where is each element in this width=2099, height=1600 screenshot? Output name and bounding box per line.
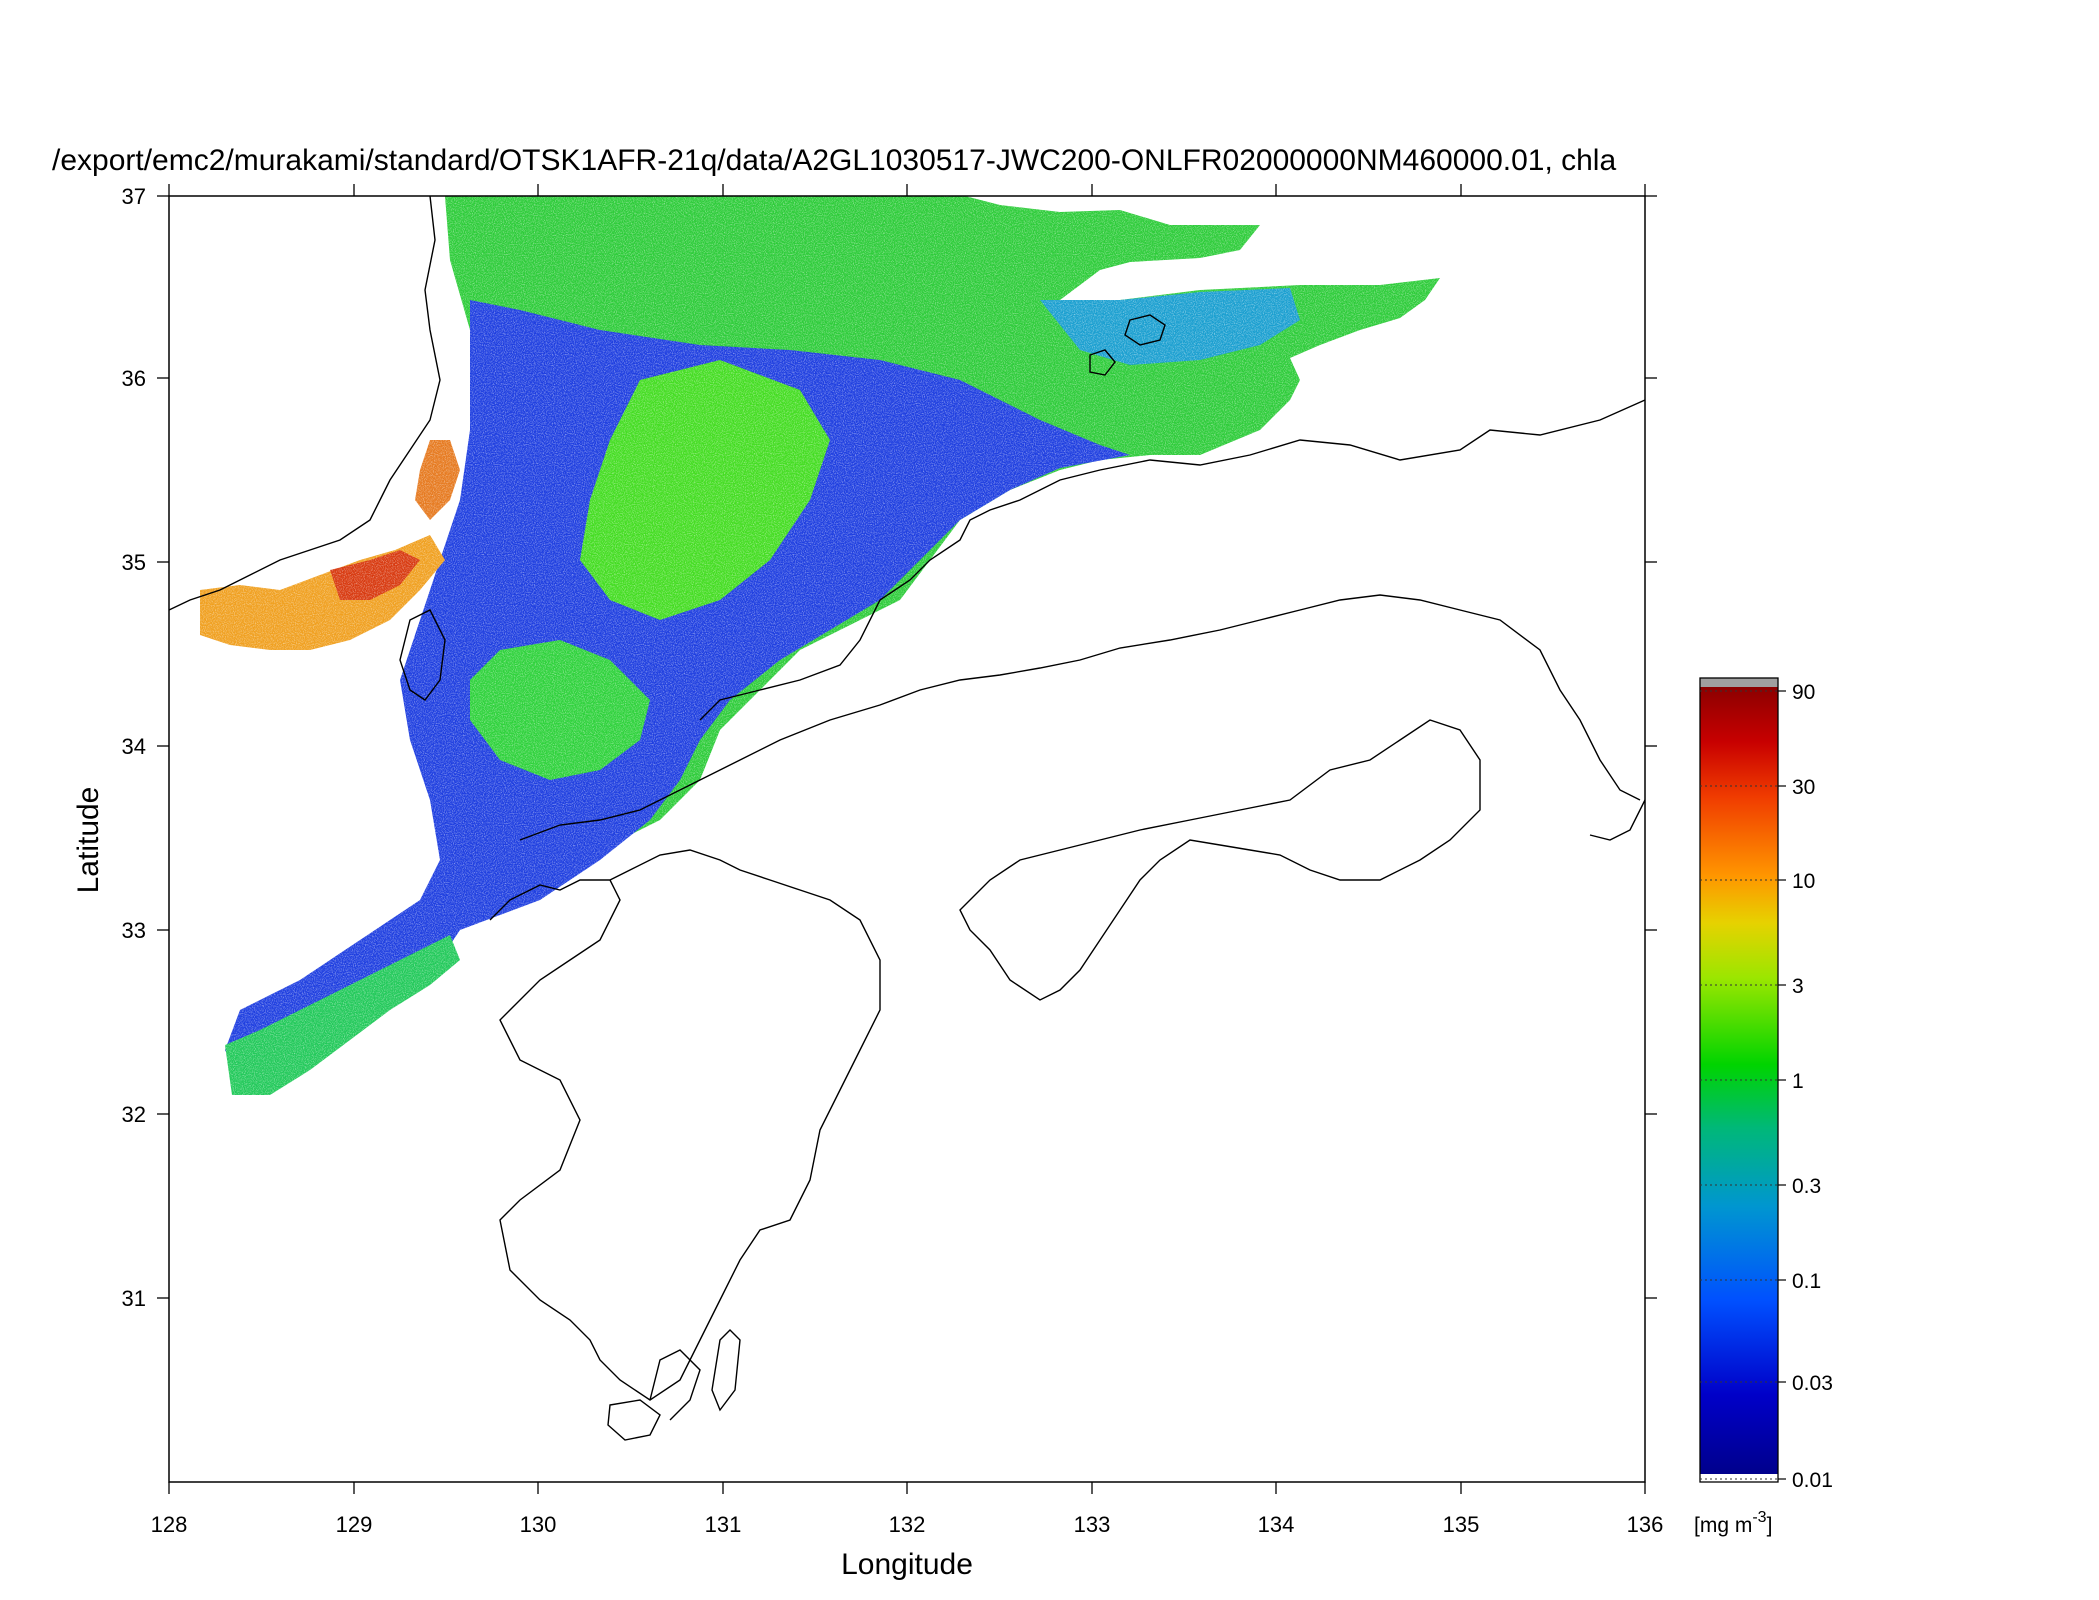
x-tick-label: 128 xyxy=(151,1512,188,1537)
y-tick-label: 32 xyxy=(122,1102,146,1127)
y-tick-label: 35 xyxy=(122,550,146,575)
y-tick-label: 31 xyxy=(122,1286,146,1311)
x-tick-label: 131 xyxy=(705,1512,742,1537)
x-tick-label: 130 xyxy=(520,1512,557,1537)
x-tick-label: 134 xyxy=(1258,1512,1295,1537)
x-axis xyxy=(168,184,1646,1494)
colorbar-tick-label: 90 xyxy=(1792,681,1815,704)
coast-kii xyxy=(1589,799,1645,841)
colorbar-unit-label: [mg m-3] xyxy=(1694,1509,1772,1537)
colorbar-tick-label: 0.3 xyxy=(1792,1175,1821,1198)
colorbar-unit-suffix: ] xyxy=(1767,1514,1773,1537)
coast-korea xyxy=(169,196,441,611)
y-tick-label: 33 xyxy=(122,918,146,943)
colorbar-unit-prefix: [mg m xyxy=(1694,1514,1752,1537)
colorbar-tick-labels: 0.01 0.03 0.1 0.3 1 3 10 30 90 xyxy=(1792,681,1833,1492)
chlorophyll-field xyxy=(169,196,1645,1482)
coast-tanegashima xyxy=(711,1329,741,1412)
colorbar-tick-label: 30 xyxy=(1792,776,1815,799)
coastlines xyxy=(169,196,1645,1441)
y-tick-label: 34 xyxy=(122,734,146,759)
coast-seto-north xyxy=(519,594,1641,841)
x-axis-label: Longitude xyxy=(841,1548,973,1581)
x-tick-label: 129 xyxy=(336,1512,373,1537)
x-tick-label: 133 xyxy=(1074,1512,1111,1537)
x-tick-label: 132 xyxy=(889,1512,926,1537)
x-tick-label: 135 xyxy=(1443,1512,1480,1537)
coast-tsushima xyxy=(399,609,446,701)
colorbar-gridlines xyxy=(1700,690,1778,1480)
colorbar: 0.01 0.03 0.1 0.3 1 3 10 30 90 [mg m-3] xyxy=(1694,677,1833,1537)
colorbar-unit-sup: -3 xyxy=(1752,1509,1766,1526)
colorbar-tick-label: 0.03 xyxy=(1792,1372,1833,1395)
colorbar-tick-label: 3 xyxy=(1792,975,1804,998)
colorbar-tick-label: 10 xyxy=(1792,870,1815,893)
x-tick-label: 136 xyxy=(1627,1512,1664,1537)
y-tick-labels: 31 32 33 34 35 36 37 xyxy=(122,184,146,1311)
cloud-speckle-overlay xyxy=(169,196,1645,1482)
colorbar-tick-label: 0.01 xyxy=(1792,1469,1833,1492)
y-axis xyxy=(157,195,1657,1299)
y-tick-label: 37 xyxy=(122,184,146,209)
y-axis-label: Latitude xyxy=(72,787,105,894)
coast-kagoshima-bay xyxy=(649,1349,701,1421)
coast-kyushu xyxy=(489,849,881,1401)
coast-shikoku xyxy=(959,719,1481,1001)
colorbar-overflow xyxy=(1700,678,1778,687)
colorbar-ticks xyxy=(1778,690,1786,1480)
x-tick-labels: 128 129 130 131 132 133 134 135 136 xyxy=(151,1512,1664,1537)
colorbar-tick-label: 0.1 xyxy=(1792,1270,1821,1293)
coast-oki-dozen xyxy=(1089,349,1116,376)
coast-oki xyxy=(1124,314,1166,346)
colorbar-tick-label: 1 xyxy=(1792,1070,1804,1093)
coast-yakushima xyxy=(607,1399,661,1441)
coast-honshu-north xyxy=(699,399,1645,721)
y-tick-label: 36 xyxy=(122,366,146,391)
colorbar-underflow xyxy=(1700,1474,1778,1482)
map-title: /export/emc2/murakami/standard/OTSK1AFR-… xyxy=(52,144,1616,177)
